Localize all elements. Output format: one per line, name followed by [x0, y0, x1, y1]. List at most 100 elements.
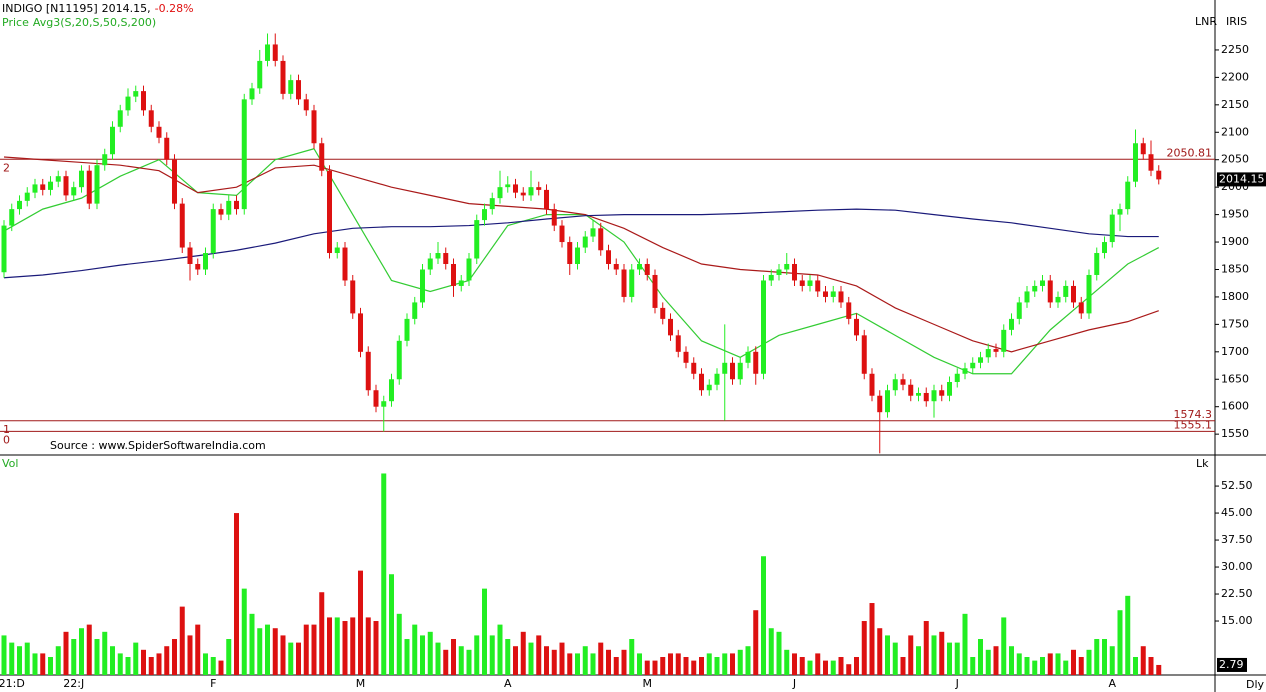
candle-body: [776, 269, 782, 275]
moving-average: [3, 148, 1160, 375]
vol-label: Vol: [2, 457, 18, 470]
candle-body: [427, 258, 433, 270]
volume-bar: [528, 642, 534, 675]
candle-body: [699, 373, 704, 391]
volume-bar: [761, 556, 766, 675]
volume-bar: [48, 657, 53, 675]
candle-body: [117, 110, 123, 127]
candle-body: [916, 392, 921, 396]
volume-box-label: 2.79: [1219, 658, 1244, 671]
y-tick-label: 1950: [1221, 208, 1249, 221]
volume-bar: [908, 635, 914, 675]
volume-bar: [210, 657, 216, 675]
volume-bar: [1032, 660, 1038, 675]
candle-body: [296, 80, 301, 100]
candle-body: [412, 302, 418, 319]
candle-body: [71, 187, 77, 196]
volume-bar: [156, 653, 162, 675]
volume-bar: [629, 639, 635, 675]
candle-body: [1001, 329, 1007, 352]
candle-body: [32, 184, 38, 193]
candle-body: [1071, 285, 1076, 303]
y-tick-label: 2050: [1221, 153, 1249, 166]
candle-body: [1109, 214, 1115, 243]
y-tick-label: 1850: [1221, 262, 1249, 275]
candle-body: [55, 176, 61, 182]
candle-body: [753, 351, 759, 374]
volume-bar: [1094, 639, 1100, 675]
price-box: [1217, 172, 1266, 187]
volume-bar: [621, 649, 627, 675]
volume-bar: [40, 653, 46, 675]
volume-bar: [303, 624, 309, 675]
candle-body: [1156, 170, 1162, 180]
candle-body: [24, 192, 30, 201]
candle-body: [327, 170, 332, 254]
volume-bar: [125, 657, 131, 675]
candle-body: [993, 349, 999, 352]
volume-bar: [559, 642, 565, 675]
volume-bar: [1009, 646, 1014, 675]
candle-body: [40, 184, 46, 190]
candle-body: [939, 390, 945, 396]
volume-bar: [877, 628, 883, 675]
candle-body: [48, 181, 53, 190]
volume-bar: [389, 574, 394, 675]
candle-body: [381, 401, 387, 407]
volume-bar: [94, 639, 100, 675]
moving-average: [3, 156, 1159, 353]
volume-bar: [660, 657, 666, 675]
volume-bar: [792, 653, 797, 675]
candle-body: [1102, 242, 1107, 254]
y-tick-label: 2250: [1221, 43, 1249, 56]
candle-body: [970, 362, 976, 369]
volume-bar: [1156, 664, 1162, 675]
candle-body: [342, 247, 348, 281]
candle-body: [1055, 296, 1061, 303]
candle-body: [575, 247, 580, 264]
candle-body: [985, 349, 991, 358]
candle-body: [885, 390, 890, 413]
volume-bar: [420, 635, 425, 675]
volume-bar: [513, 646, 518, 675]
level-label: 1574.3: [1174, 408, 1213, 421]
candle-body: [978, 357, 983, 363]
candle-body: [722, 362, 728, 374]
candle-body: [458, 280, 464, 286]
volume-bar: [195, 624, 201, 675]
volume-bar: [412, 624, 418, 675]
volume-bar: [203, 653, 208, 675]
candle-body: [544, 189, 549, 210]
volume-bar: [234, 513, 239, 675]
volume-bar: [745, 646, 751, 675]
y-tick-label: 30.00: [1221, 560, 1253, 573]
candle-body: [668, 318, 673, 336]
y-tick-label: 2100: [1221, 125, 1249, 138]
candle-body: [908, 384, 914, 396]
candle-body: [784, 263, 790, 270]
volume-bar: [993, 646, 999, 675]
candle-body: [613, 263, 619, 270]
y-tick-label: 1900: [1221, 235, 1249, 248]
volume-bar: [117, 653, 123, 675]
volume-bar: [954, 642, 960, 675]
candle-body: [513, 184, 518, 193]
volume-bar: [110, 646, 115, 675]
volume-bar: [164, 646, 170, 675]
candle-body: [807, 280, 813, 286]
volume-bar: [978, 639, 983, 675]
volume-bar: [141, 649, 146, 675]
candle-body: [900, 379, 906, 385]
vol-unit: Lk: [1196, 457, 1209, 470]
candle-body: [954, 373, 960, 383]
volume-bar: [737, 649, 743, 675]
candle-body: [9, 209, 15, 226]
candle-body: [365, 351, 371, 391]
volume-bar: [947, 642, 952, 675]
volume-bar: [1040, 657, 1045, 675]
volume-bar: [823, 660, 828, 675]
candle-body: [474, 220, 480, 259]
volume-bar: [1055, 653, 1061, 675]
volume-bar: [706, 653, 712, 675]
